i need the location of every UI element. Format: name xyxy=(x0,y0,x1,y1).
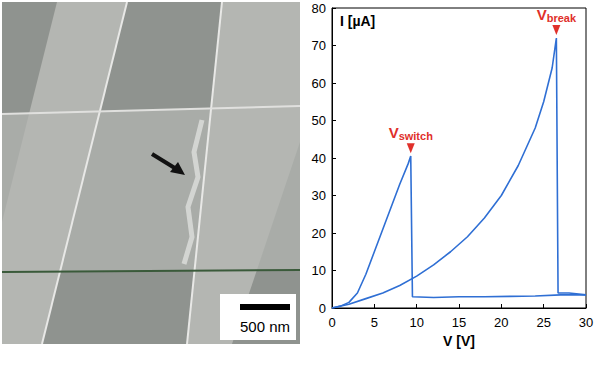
svg-text:I [µA]: I [µA] xyxy=(340,13,375,29)
svg-text:break: break xyxy=(547,12,577,24)
svg-text:0: 0 xyxy=(319,301,326,316)
svg-text:30: 30 xyxy=(312,188,326,203)
svg-text:V: V xyxy=(537,6,547,23)
svg-text:switch: switch xyxy=(399,130,434,142)
svg-text:5: 5 xyxy=(371,315,378,330)
svg-text:V [V]: V [V] xyxy=(443,333,475,349)
svg-text:60: 60 xyxy=(312,76,326,91)
svg-text:0: 0 xyxy=(328,315,335,330)
svg-text:500 nm: 500 nm xyxy=(240,318,290,335)
svg-text:50: 50 xyxy=(312,113,326,128)
svg-text:10: 10 xyxy=(409,315,423,330)
svg-text:25: 25 xyxy=(536,315,550,330)
svg-text:40: 40 xyxy=(312,151,326,166)
svg-text:20: 20 xyxy=(312,226,326,241)
svg-text:80: 80 xyxy=(312,1,326,16)
svg-text:V: V xyxy=(389,124,399,141)
svg-text:10: 10 xyxy=(312,263,326,278)
svg-text:30: 30 xyxy=(579,315,593,330)
svg-text:15: 15 xyxy=(452,315,466,330)
svg-text:70: 70 xyxy=(312,38,326,53)
svg-text:20: 20 xyxy=(494,315,508,330)
